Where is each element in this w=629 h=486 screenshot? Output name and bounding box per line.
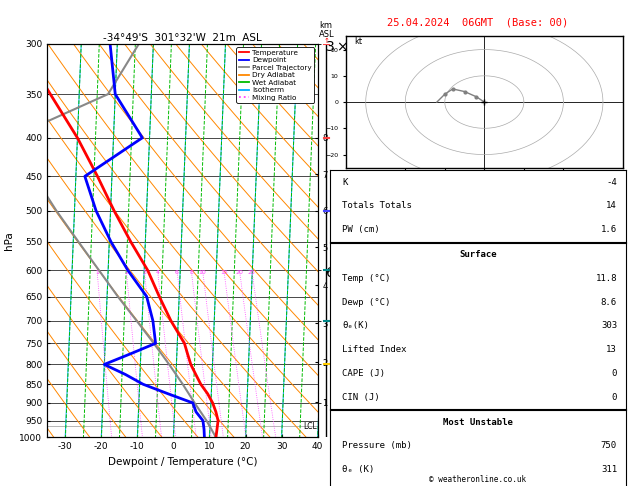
Text: θₑ (K): θₑ (K) bbox=[342, 465, 374, 474]
Text: © weatheronline.co.uk: © weatheronline.co.uk bbox=[430, 474, 526, 484]
Text: LCL: LCL bbox=[303, 422, 316, 431]
Text: 1.6: 1.6 bbox=[601, 225, 617, 234]
Text: 11.8: 11.8 bbox=[596, 274, 617, 283]
Text: 20: 20 bbox=[236, 270, 243, 276]
Text: 311: 311 bbox=[601, 465, 617, 474]
Text: Temp (°C): Temp (°C) bbox=[342, 274, 391, 283]
Text: CAPE (J): CAPE (J) bbox=[342, 369, 385, 378]
Text: 1: 1 bbox=[95, 270, 99, 276]
Text: 750: 750 bbox=[601, 441, 617, 451]
X-axis label: Dewpoint / Temperature (°C): Dewpoint / Temperature (°C) bbox=[108, 457, 257, 467]
Text: K: K bbox=[342, 177, 347, 187]
Text: Totals Totals: Totals Totals bbox=[342, 201, 412, 210]
Text: ↑: ↑ bbox=[323, 38, 330, 44]
Text: Dewp (°C): Dewp (°C) bbox=[342, 297, 391, 307]
Title: -34°49'S  301°32'W  21m  ASL: -34°49'S 301°32'W 21m ASL bbox=[103, 33, 262, 43]
Text: 6: 6 bbox=[175, 270, 179, 276]
Text: 8.6: 8.6 bbox=[601, 297, 617, 307]
Text: Most Unstable: Most Unstable bbox=[443, 417, 513, 427]
Text: CIN (J): CIN (J) bbox=[342, 393, 380, 402]
Text: -4: -4 bbox=[606, 177, 617, 187]
Text: 0: 0 bbox=[611, 393, 617, 402]
Text: 4: 4 bbox=[155, 270, 160, 276]
Text: km
ASL: km ASL bbox=[319, 21, 335, 39]
Text: kt: kt bbox=[354, 37, 362, 46]
Text: 25: 25 bbox=[248, 270, 256, 276]
Text: 2: 2 bbox=[125, 270, 128, 276]
Text: 8: 8 bbox=[189, 270, 193, 276]
Text: 13: 13 bbox=[606, 345, 617, 354]
Text: Pressure (mb): Pressure (mb) bbox=[342, 441, 412, 451]
Text: 0: 0 bbox=[611, 369, 617, 378]
Text: PW (cm): PW (cm) bbox=[342, 225, 380, 234]
Y-axis label: hPa: hPa bbox=[4, 231, 14, 250]
Text: θₑ(K): θₑ(K) bbox=[342, 321, 369, 330]
Text: Surface: Surface bbox=[459, 250, 497, 259]
Text: 15: 15 bbox=[220, 270, 228, 276]
Text: Lifted Index: Lifted Index bbox=[342, 345, 406, 354]
Text: 14: 14 bbox=[606, 201, 617, 210]
Text: 3: 3 bbox=[142, 270, 147, 276]
Text: 25.04.2024  06GMT  (Base: 00): 25.04.2024 06GMT (Base: 00) bbox=[387, 17, 569, 27]
Legend: Temperature, Dewpoint, Parcel Trajectory, Dry Adiabat, Wet Adiabat, Isotherm, Mi: Temperature, Dewpoint, Parcel Trajectory… bbox=[237, 47, 314, 103]
Text: 303: 303 bbox=[601, 321, 617, 330]
Text: 10: 10 bbox=[199, 270, 206, 276]
